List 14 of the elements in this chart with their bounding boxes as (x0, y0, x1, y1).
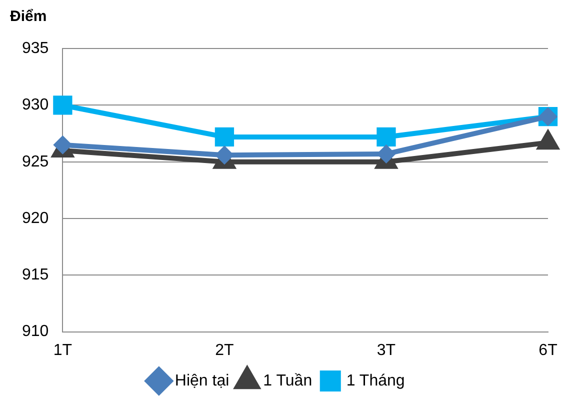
y-tick-label: 930 (22, 96, 49, 114)
x-tick-label: 3T (376, 342, 396, 359)
legend-label: 1 Tuần (263, 372, 312, 390)
legend-label: Hiện tại (174, 372, 230, 390)
x-tick-label: 1T (53, 342, 72, 359)
y-tick-label: 920 (22, 210, 49, 227)
y-tick-label: 915 (22, 266, 49, 284)
x-tick-label: 2T (215, 342, 234, 359)
y-tick-label: 925 (22, 153, 49, 170)
y-tick-label: 910 (22, 323, 49, 340)
y-axis-title: Điểm (10, 8, 48, 25)
y-tick-label: 935 (22, 40, 49, 58)
legend-label: 1 Tháng (346, 372, 405, 390)
x-tick-label: 6T (538, 342, 558, 359)
